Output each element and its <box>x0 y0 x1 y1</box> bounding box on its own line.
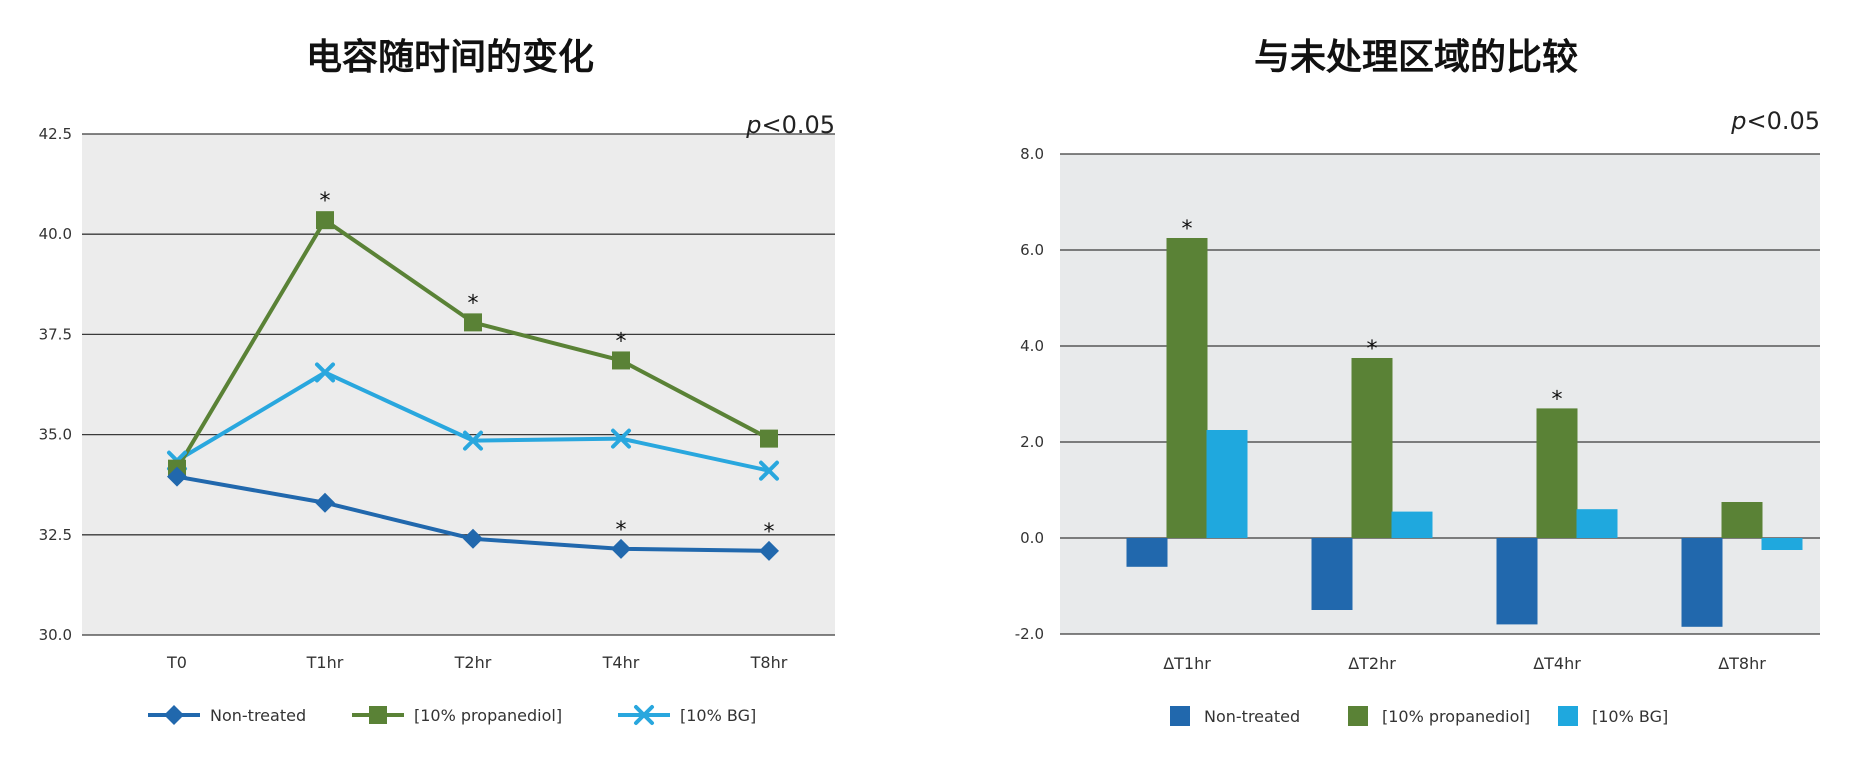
significance-asterisk: * <box>468 291 479 316</box>
bar <box>1351 358 1393 538</box>
x-tick-label: T1hr <box>306 653 344 672</box>
data-point <box>316 211 334 230</box>
data-point <box>759 460 779 481</box>
p-value-annotation: p<0.05 <box>745 111 835 139</box>
data-point <box>612 351 630 370</box>
y-tick-label: 37.5 <box>39 325 72 343</box>
y-tick-label: 0.0 <box>1020 529 1044 547</box>
data-point <box>463 430 483 451</box>
line-chart-title: 电容随时间的变化 <box>305 37 594 78</box>
y-tick-label: -2.0 <box>1015 625 1044 643</box>
data-point <box>463 528 483 549</box>
significance-asterisk: * <box>1552 387 1563 412</box>
x-tick-label: ΔT1hr <box>1163 654 1211 673</box>
bar-chart: -2.0 0.0 2.0 4.0 6.0 8.0 ΔT1hr ΔT2hr ΔT4hr ΔT8hr p… <box>1015 107 1820 726</box>
bar <box>1126 538 1168 567</box>
bar <box>1681 538 1723 627</box>
y-tick-label: 35.0 <box>39 426 72 444</box>
x-tick-label: ΔT2hr <box>1348 654 1396 673</box>
data-point <box>611 538 631 559</box>
x-tick-label: ΔT4hr <box>1533 654 1581 673</box>
y-tick-label: 30.0 <box>39 626 72 644</box>
legend-label: [10% BG] <box>1592 707 1668 726</box>
bar-chart-panel: 与未处理区域的比较 -2.0 0.0 2.0 4.0 6.0 8.0 ΔT1hr ΔT2hr Δ… <box>960 0 1872 781</box>
significance-asterisk: * <box>616 329 627 354</box>
y-tick-label: 4.0 <box>1020 337 1044 355</box>
data-point <box>464 313 482 332</box>
bar <box>1536 408 1578 538</box>
bar <box>1721 502 1763 538</box>
x-tick-label: T8hr <box>750 653 788 672</box>
legend-label: Non-treated <box>210 706 306 725</box>
y-tick-label: 32.5 <box>39 526 72 544</box>
line-chart: 30.0 32.5 35.0 37.5 40.0 42.5 T0 T1hr T2hr T4hr T8… <box>39 111 835 725</box>
legend-label: [10% propanediol] <box>1382 707 1530 726</box>
bar <box>1576 509 1618 538</box>
legend-swatch <box>1558 706 1578 726</box>
bar <box>1166 238 1208 538</box>
legend-label: [10% BG] <box>680 706 756 725</box>
bar <box>1496 538 1538 625</box>
y-tick-label: 8.0 <box>1020 145 1044 163</box>
significance-asterisk: * <box>1367 337 1378 362</box>
significance-asterisk: * <box>320 189 331 214</box>
data-point <box>759 540 779 561</box>
x-tick-label: T0 <box>166 653 187 672</box>
legend-swatch <box>1170 706 1190 726</box>
legend-marker <box>369 706 387 724</box>
legend-label: Non-treated <box>1204 707 1300 726</box>
x-tick-label: T2hr <box>454 653 492 672</box>
x-tick-label: ΔT8hr <box>1718 654 1766 673</box>
data-point <box>760 429 778 448</box>
plot-area <box>82 134 835 635</box>
data-point <box>315 362 335 383</box>
bar-chart-title: 与未处理区域的比较 <box>1253 37 1578 78</box>
significance-asterisk: * <box>764 520 775 545</box>
x-tick-label: T4hr <box>602 653 640 672</box>
significance-asterisk: * <box>616 518 627 543</box>
bar <box>1761 538 1803 550</box>
data-point <box>611 428 631 449</box>
bar <box>1206 430 1248 538</box>
p-value-annotation: p<0.05 <box>1730 107 1820 135</box>
legend-marker <box>634 705 654 725</box>
bar <box>1311 538 1353 610</box>
legend-marker <box>164 705 184 725</box>
significance-asterisk: * <box>1182 217 1193 242</box>
legend-swatch <box>1348 706 1368 726</box>
bar <box>1391 511 1433 538</box>
line-chart-panel: 电容随时间的变化 30.0 32.5 35.0 37.5 40.0 42.5 T0 T1hr T… <box>0 0 900 781</box>
data-point <box>315 492 335 513</box>
y-tick-label: 40.0 <box>39 225 72 243</box>
data-point <box>167 466 187 487</box>
y-tick-label: 6.0 <box>1020 241 1044 259</box>
y-tick-label: 2.0 <box>1020 433 1044 451</box>
y-tick-label: 42.5 <box>39 125 72 143</box>
legend-label: [10% propanediol] <box>414 706 562 725</box>
